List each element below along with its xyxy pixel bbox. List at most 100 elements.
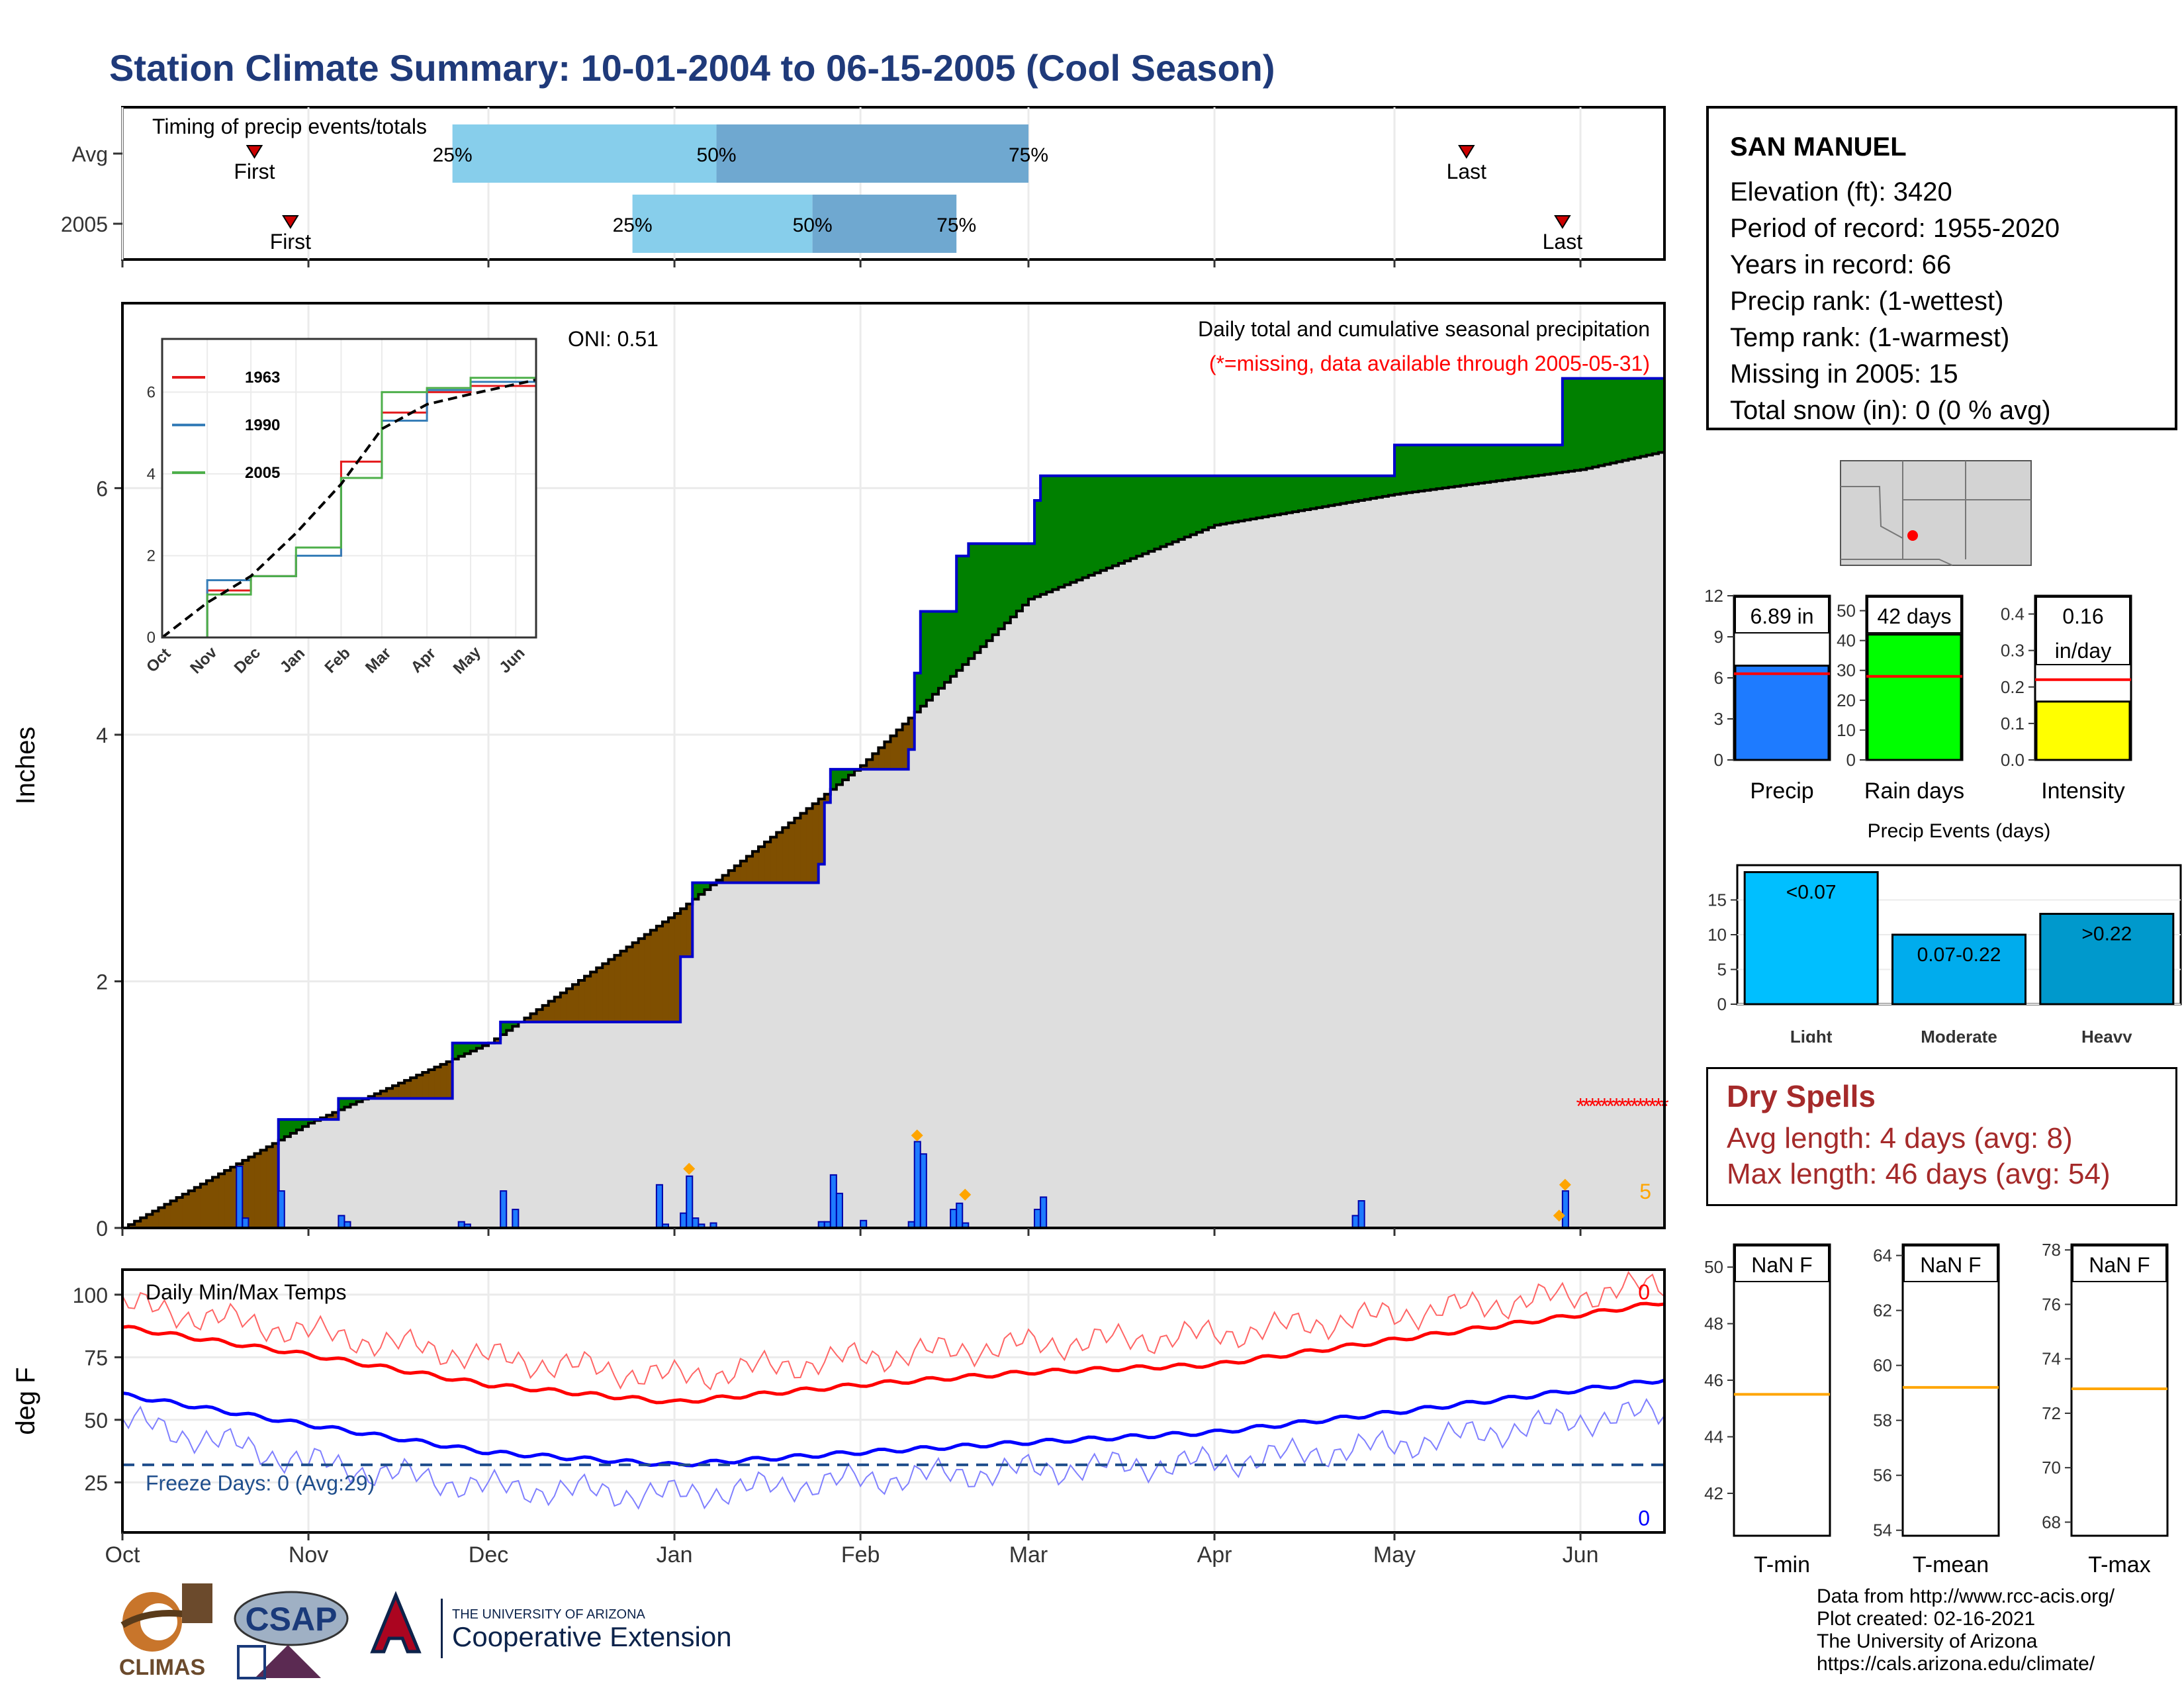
cumulative-fill: [1286, 512, 1293, 1228]
above-normal-fill: [1244, 475, 1251, 520]
above-normal-fill: [1220, 475, 1227, 524]
daily-precip-bar: [500, 1190, 508, 1229]
above-normal-fill: [1022, 543, 1029, 606]
above-normal-fill: [938, 611, 945, 688]
cumulative-fill: [1292, 512, 1299, 1228]
climas-logo: CLIMAS: [109, 1582, 215, 1681]
above-normal-fill: [1526, 445, 1533, 477]
below-normal-fill: [746, 856, 753, 883]
below-normal-fill: [536, 1009, 543, 1022]
missing-marker: *: [1582, 1094, 1591, 1119]
below-normal-fill: [788, 823, 795, 883]
below-normal-fill: [866, 759, 873, 770]
below-normal-fill: [794, 818, 801, 883]
below-normal-fill: [566, 988, 573, 1022]
precip-ytick-label: 2: [96, 970, 108, 994]
cumulative-fill: [572, 1021, 579, 1228]
above-normal-fill: [1016, 543, 1023, 612]
above-normal-fill: [356, 1098, 363, 1102]
timing-bar-q1: [452, 124, 717, 183]
above-normal-fill: [1430, 445, 1437, 490]
cumulative-fill: [620, 1021, 627, 1228]
above-normal-fill: [1490, 445, 1497, 482]
cumulative-fill: [584, 1021, 591, 1228]
above-normal-fill: [1142, 475, 1149, 554]
cumulative-fill: [1178, 539, 1185, 1228]
tsum-frame: [1733, 1243, 1831, 1537]
below-normal-fill: [908, 718, 915, 750]
summary-label-box: [2036, 596, 2130, 665]
above-normal-fill: [920, 611, 927, 706]
cumulative-fill: [1082, 577, 1089, 1228]
timing-bar-q1: [632, 195, 813, 253]
below-normal-fill: [440, 1064, 447, 1099]
above-normal-fill: [452, 1043, 459, 1059]
cumulative-fill: [350, 1104, 357, 1228]
timing-bar-q2: [812, 195, 957, 253]
below-normal-fill: [404, 1080, 411, 1099]
cumulative-fill: [950, 676, 957, 1228]
cumulative-fill: [1112, 565, 1119, 1228]
temp-xtick-label: Mar: [1009, 1542, 1048, 1568]
timing-p50-label: 50%: [793, 214, 833, 236]
above-normal-fill: [704, 882, 711, 890]
inset-legend-label: 2005: [245, 464, 280, 482]
extreme-marker: [683, 1162, 696, 1175]
above-normal-fill: [698, 882, 705, 895]
cumulative-fill: [314, 1120, 321, 1228]
cumulative-fill: [1142, 553, 1149, 1228]
above-normal-fill: [992, 543, 999, 635]
tsum-frame: [2070, 1243, 2169, 1537]
cumulative-fill: [1148, 551, 1155, 1228]
cumulative-fill: [806, 882, 813, 1228]
below-normal-fill: [230, 1167, 237, 1228]
missing-marker: *: [1612, 1094, 1621, 1119]
cumulative-fill: [1646, 455, 1653, 1229]
above-normal-fill: [1520, 445, 1527, 478]
below-normal-fill: [272, 1143, 279, 1228]
cumulative-fill: [1190, 534, 1197, 1228]
tsum-category-label: T-max: [2088, 1552, 2150, 1577]
cumulative-fill: [1640, 456, 1647, 1228]
station-info-line: Precip rank: (1-wettest): [1730, 287, 2004, 316]
below-normal-fill: [770, 837, 777, 883]
dry-spells-box: Dry Spells Avg length: 4 days (avg: 8) M…: [1706, 1067, 2177, 1206]
events-bar: [1743, 871, 1879, 1006]
tsum-ytick-label: 74: [2042, 1349, 2061, 1369]
above-normal-fill: [1094, 475, 1101, 573]
cumulative-fill: [1220, 524, 1227, 1228]
daily-precip-bar: [242, 1217, 250, 1229]
cumulative-fill: [854, 770, 861, 1228]
cumulative-fill: [1304, 509, 1311, 1228]
above-normal-fill: [1448, 445, 1455, 487]
tsum-category-label: T-mean: [1913, 1552, 1989, 1577]
cumulative-fill: [1316, 507, 1323, 1228]
missing-count-label: 5: [1639, 1180, 1651, 1203]
cumulative-fill: [602, 1021, 609, 1228]
cumulative-fill: [644, 1021, 651, 1228]
missing-marker: *: [1630, 1094, 1639, 1119]
tsum-ytick-label: 54: [1873, 1521, 1892, 1540]
above-normal-fill: [338, 1098, 345, 1110]
cumulative-fill: [824, 802, 831, 1228]
cumulative-fill: [902, 769, 909, 1228]
temp-ytick-label: 25: [84, 1471, 108, 1495]
summary-category-label: Rain days: [1864, 778, 1964, 804]
cumulative-fill: [1556, 473, 1563, 1228]
cumulative-fill: [932, 694, 939, 1228]
daily-precip-bar: [512, 1209, 520, 1229]
station-info-line: Temp rank: (1-warmest): [1730, 323, 2010, 352]
above-normal-fill: [512, 1021, 519, 1027]
inset-bg: [162, 339, 536, 637]
below-normal-fill: [188, 1190, 195, 1228]
svg-text:CSAP: CSAP: [246, 1601, 338, 1638]
below-normal-fill: [206, 1180, 213, 1228]
cumulative-fill: [638, 1021, 645, 1228]
cumulative-fill: [878, 769, 885, 1228]
above-normal-fill: [692, 882, 699, 900]
cumulative-fill: [896, 769, 903, 1228]
inset-ytick-label: 2: [147, 547, 156, 565]
location-map: [1840, 460, 2032, 566]
cumulative-fill: [926, 700, 933, 1228]
cumulative-fill: [1226, 523, 1233, 1228]
